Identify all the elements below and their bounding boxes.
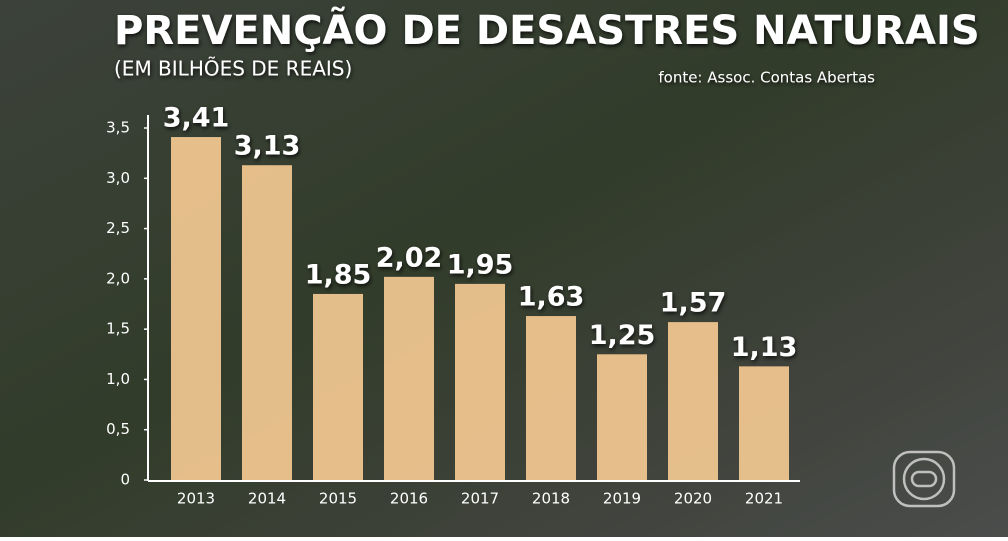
x-tick-label: 2020 [674, 490, 712, 508]
value-label: 1,57 [660, 288, 727, 319]
bar [242, 165, 292, 480]
source: fonte: Assoc. Contas Abertas [658, 69, 875, 87]
logo [892, 450, 956, 508]
bar [384, 276, 434, 480]
y-tick-label: 2,5 [106, 219, 130, 237]
y-tick-label: 1,5 [106, 320, 130, 338]
x-tick-label: 2015 [319, 490, 357, 508]
value-label: 1,25 [589, 320, 656, 351]
bar [739, 366, 789, 480]
y-tick-label: 3,0 [106, 169, 130, 187]
chart-title: PREVENÇÃO DE DESASTRES NATURAIS [114, 5, 980, 54]
chart-subtitle: (EM BILHÕES DE REAIS) [114, 57, 352, 81]
bar [526, 316, 576, 480]
x-tick-label: 2013 [177, 490, 215, 508]
value-label: 1,95 [447, 249, 514, 280]
bar [171, 137, 221, 480]
y-tick-label: 0,5 [106, 420, 130, 438]
y-tick-label: 0 [120, 471, 130, 489]
x-tick-label: 2016 [390, 490, 428, 508]
x-tick-label: 2018 [532, 490, 570, 508]
value-label: 3,41 [163, 103, 230, 134]
x-tick-label: 2019 [603, 490, 641, 508]
value-label: 1,85 [305, 259, 372, 290]
y-tick-label: 2,0 [106, 269, 130, 287]
value-label: 3,13 [234, 131, 301, 162]
value-label: 1,13 [731, 332, 798, 363]
value-label: 1,63 [518, 282, 585, 313]
y-tick-label: 3,5 [106, 119, 130, 137]
x-tick-label: 2021 [745, 490, 783, 508]
y-tick-label: 1,0 [106, 370, 130, 388]
x-tick-label: 2017 [461, 490, 499, 508]
x-tick-label: 2014 [248, 490, 286, 508]
bar [455, 283, 505, 480]
value-label: 2,02 [376, 242, 443, 273]
bar [313, 293, 363, 480]
bar [597, 354, 647, 480]
bar [668, 322, 718, 480]
